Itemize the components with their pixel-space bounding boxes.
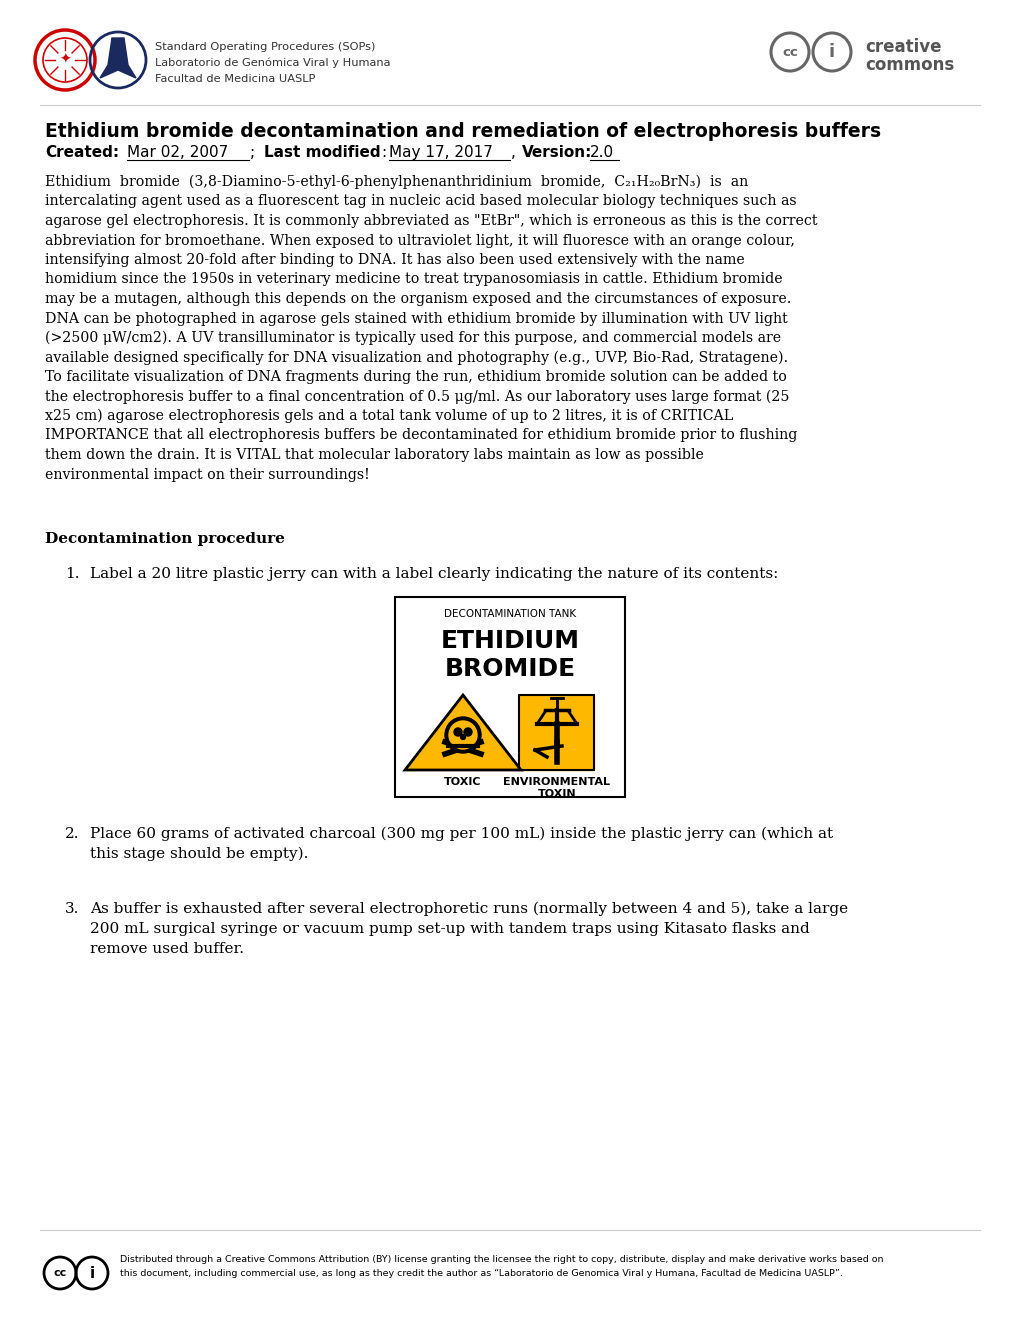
Text: DECONTAMINATION TANK: DECONTAMINATION TANK [443, 609, 576, 619]
Text: Standard Operating Procedures (SOPs): Standard Operating Procedures (SOPs) [155, 42, 375, 51]
Text: Created:: Created: [45, 145, 119, 160]
Text: 200 mL surgical syringe or vacuum pump set-up with tandem traps using Kitasato f: 200 mL surgical syringe or vacuum pump s… [90, 921, 809, 936]
Circle shape [464, 729, 472, 737]
Text: Place 60 grams of activated charcoal (300 mg per 100 mL) inside the plastic jerr: Place 60 grams of activated charcoal (30… [90, 828, 833, 841]
Circle shape [460, 734, 465, 739]
Text: homidium since the 1950s in veterinary medicine to treat trypanosomiasis in catt: homidium since the 1950s in veterinary m… [45, 272, 782, 286]
Text: Distributed through a Creative Commons Attribution (BY) license granting the lic: Distributed through a Creative Commons A… [120, 1255, 882, 1265]
Text: Laboratorio de Genómica Viral y Humana: Laboratorio de Genómica Viral y Humana [155, 58, 390, 69]
Text: 3.: 3. [65, 902, 79, 916]
Bar [519, 696, 594, 770]
Text: this document, including commercial use, as long as they credit the author as “L: this document, including commercial use,… [120, 1269, 842, 1278]
Text: available designed specifically for DNA visualization and photography (e.g., UVP: available designed specifically for DNA … [45, 351, 788, 364]
Text: Ethidium  bromide  (3,8-Diamino-5-ethyl-6-phenylphenanthridinium  bromide,  C₂₁H: Ethidium bromide (3,8-Diamino-5-ethyl-6-… [45, 176, 748, 189]
Text: i: i [90, 1266, 95, 1280]
Text: this stage should be empty).: this stage should be empty). [90, 847, 308, 862]
Text: the electrophoresis buffer to a final concentration of 0.5 μg/ml. As our laborat: the electrophoresis buffer to a final co… [45, 389, 789, 404]
Text: agarose gel electrophoresis. It is commonly abbreviated as "EtBr", which is erro: agarose gel electrophoresis. It is commo… [45, 214, 816, 228]
Text: ETHIDIUM: ETHIDIUM [440, 630, 579, 653]
Text: commons: commons [864, 55, 954, 74]
Text: DNA can be photographed in agarose gels stained with ethidium bromide by illumin: DNA can be photographed in agarose gels … [45, 312, 787, 326]
Text: 2.0: 2.0 [589, 145, 613, 160]
Text: abbreviation for bromoethane. When exposed to ultraviolet light, it will fluores: abbreviation for bromoethane. When expos… [45, 234, 794, 248]
Text: IMPORTANCE that all electrophoresis buffers be decontaminated for ethidium bromi: IMPORTANCE that all electrophoresis buff… [45, 429, 797, 442]
Text: Version:: Version: [522, 145, 592, 160]
Text: x25 cm) agarose electrophoresis gels and a total tank volume of up to 2 litres, : x25 cm) agarose electrophoresis gels and… [45, 409, 733, 424]
Text: Label a 20 litre plastic jerry can with a label clearly indicating the nature of: Label a 20 litre plastic jerry can with … [90, 568, 777, 581]
Text: BROMIDE: BROMIDE [444, 657, 575, 681]
Text: Ethidium bromide decontamination and remediation of electrophoresis buffers: Ethidium bromide decontamination and rem… [45, 121, 880, 141]
Circle shape [444, 717, 481, 752]
Text: Decontamination procedure: Decontamination procedure [45, 532, 284, 546]
Circle shape [448, 721, 477, 748]
Text: ✦: ✦ [59, 53, 70, 67]
Text: Facultad de Medicina UASLP: Facultad de Medicina UASLP [155, 74, 315, 84]
Text: :: : [381, 145, 386, 160]
Text: Last modified: Last modified [264, 145, 380, 160]
Circle shape [453, 729, 462, 737]
Text: Mar 02, 2007: Mar 02, 2007 [127, 145, 228, 160]
Text: ;: ; [250, 145, 255, 160]
Text: ,: , [511, 145, 516, 160]
Polygon shape [405, 696, 521, 770]
Text: (>2500 μW/cm2). A UV transilluminator is typically used for this purpose, and co: (>2500 μW/cm2). A UV transilluminator is… [45, 331, 781, 346]
Text: 2.: 2. [65, 828, 79, 841]
Text: intensifying almost 20-fold after binding to DNA. It has also been used extensiv: intensifying almost 20-fold after bindin… [45, 253, 744, 267]
Text: ENVIRONMENTAL
TOXIN: ENVIRONMENTAL TOXIN [503, 777, 610, 799]
Text: As buffer is exhausted after several electrophoretic runs (normally between 4 an: As buffer is exhausted after several ele… [90, 902, 847, 916]
Text: TOXIC: TOXIC [444, 777, 481, 787]
Text: may be a mutagen, although this depends on the organism exposed and the circumst: may be a mutagen, although this depends … [45, 292, 791, 306]
Text: them down the drain. It is VITAL that molecular laboratory labs maintain as low : them down the drain. It is VITAL that mo… [45, 447, 703, 462]
Bar [394, 597, 625, 797]
Text: To facilitate visualization of DNA fragments during the run, ethidium bromide so: To facilitate visualization of DNA fragm… [45, 370, 786, 384]
Text: environmental impact on their surroundings!: environmental impact on their surroundin… [45, 467, 370, 482]
Text: remove used buffer.: remove used buffer. [90, 942, 244, 956]
Text: i: i [828, 44, 835, 61]
Text: intercalating agent used as a fluorescent tag in nucleic acid based molecular bi: intercalating agent used as a fluorescen… [45, 194, 796, 209]
Text: May 17, 2017: May 17, 2017 [388, 145, 492, 160]
Text: 1.: 1. [65, 568, 79, 581]
Text: cc: cc [53, 1269, 66, 1278]
Text: creative: creative [864, 38, 941, 55]
Text: cc: cc [782, 45, 797, 58]
Polygon shape [100, 38, 136, 78]
Bar [519, 696, 594, 770]
